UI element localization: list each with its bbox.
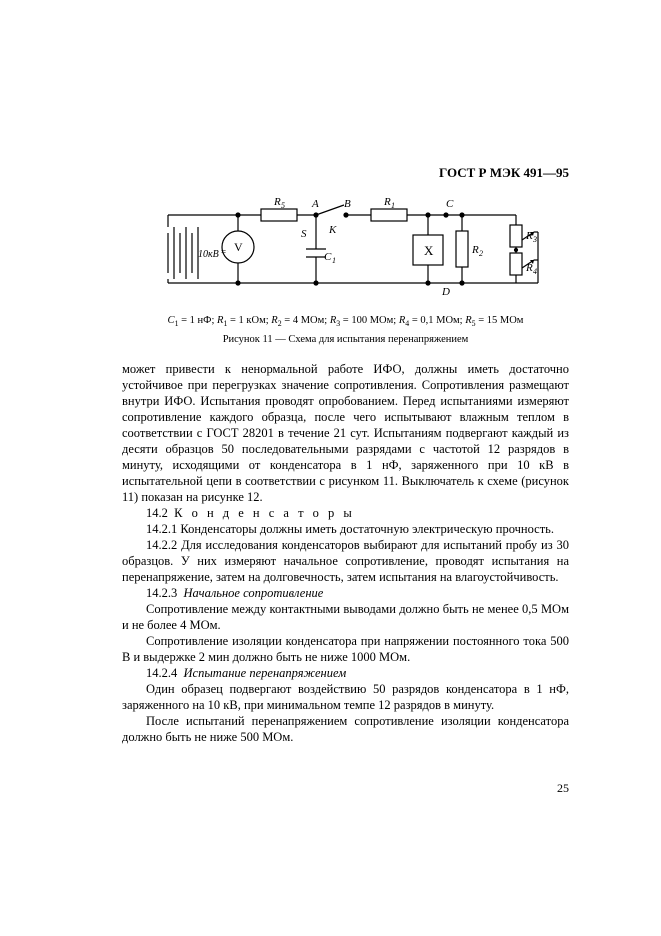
label-r3: R [525,230,533,242]
para-1424-title: 14.2.4 Испытание перенапряжением [122,665,569,681]
para-1424-b: После испытаний перенапряжением сопротив… [122,713,569,745]
label-k: K [328,224,337,236]
svg-text:=: = [221,247,226,257]
page-number: 25 [557,781,569,796]
svg-text:1: 1 [332,256,336,265]
para-1423-b: Сопротивление изоляции конденсатора при … [122,633,569,665]
label-b: B [344,198,351,210]
circuit-diagram: R5 A B R1 C S K C1 X R2 R3 R4 D V 10кВ = [146,195,546,305]
para-142: 14.2 К о н д е н с а т о р ы [122,505,569,521]
caption-values: C1 = 1 нФ; R1 = 1 кОм; R2 = 4 МОм; R3 = … [122,315,569,328]
body-text: может привести к ненормальной работе ИФО… [122,361,569,745]
svg-text:5: 5 [281,201,285,210]
svg-text:4: 4 [533,267,537,276]
para-1423-a: Сопротивление между контактными выводами… [122,601,569,633]
caption-figure: Рисунок 11 — Схема для испытания перенап… [122,334,569,345]
svg-text:3: 3 [532,235,537,244]
svg-text:2: 2 [479,249,483,258]
label-r4: R [525,262,533,274]
label-c1: C [324,251,332,263]
para-1423-title: 14.2.3 Начальное сопротивление [122,585,569,601]
label-r5: R [273,196,281,208]
label-c: C [446,198,454,210]
label-source: 10кВ [198,249,219,260]
para-1424-a: Один образец подвергают воздействию 50 р… [122,681,569,713]
label-x: X [424,243,434,258]
label-r1: R [383,196,391,208]
para-1422: 14.2.2 Для исследования конденсаторов вы… [122,537,569,585]
svg-text:1: 1 [391,201,395,210]
label-a: A [311,198,319,210]
para-1421: 14.2.1 Конденсаторы должны иметь достато… [122,521,569,537]
label-d: D [441,286,450,298]
label-v: V [234,240,243,254]
label-s: S [301,228,307,240]
label-r2: R [471,244,479,256]
page-content: ГОСТ Р МЭК 491—95 [0,0,661,785]
para-intro: может привести к ненормальной работе ИФО… [122,361,569,505]
document-header: ГОСТ Р МЭК 491—95 [122,165,569,181]
